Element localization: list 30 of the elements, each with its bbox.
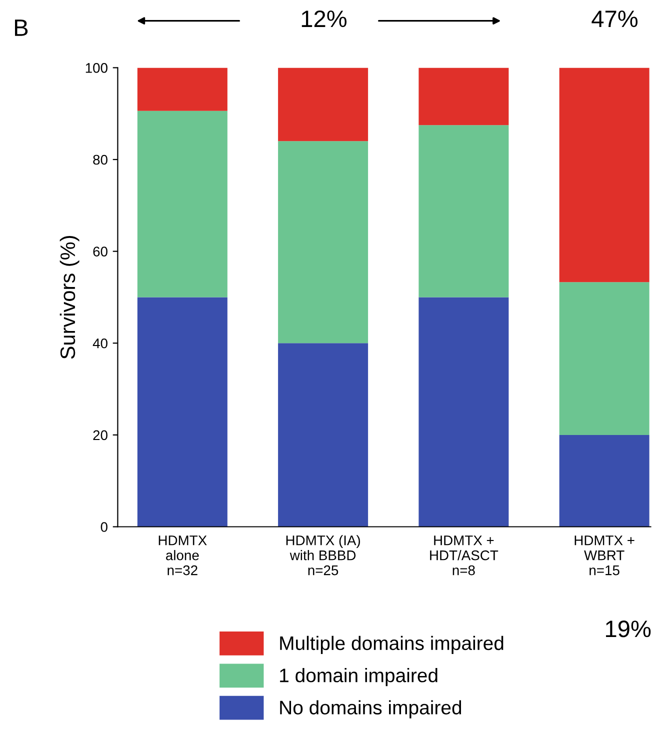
x-tick-label: HDMTX + WBRT n=15: [574, 536, 634, 576]
text: 47%: [592, 10, 638, 28]
bar: [418, 125, 509, 298]
chart-title: B: [15, 20, 28, 36]
bar: [278, 68, 368, 142]
bar: [559, 68, 650, 282]
bar: [559, 434, 650, 527]
bar: [278, 141, 368, 344]
y-tick-label: 20: [93, 430, 108, 440]
y-tick-label: 40: [92, 338, 108, 348]
y-tick-label: 0: [100, 522, 108, 532]
x-tick-label: HDMTX + HDT/ASCT n=8: [430, 536, 498, 576]
y-tick-label: 60: [93, 246, 108, 256]
y-tick-label: 80: [93, 154, 108, 165]
y-tick-label: 100: [86, 63, 108, 73]
bar: [137, 297, 228, 527]
legend-label: Multiple domains impaired: [280, 636, 504, 654]
y-axis-title: Survivors (%): [60, 236, 80, 359]
x-tick-label: HDMTX alone n=32: [158, 536, 207, 576]
bar: [418, 68, 509, 126]
bar: [559, 282, 650, 435]
text: 19%: [606, 620, 651, 638]
legend-label: No domains impaired: [280, 700, 462, 718]
x-tick-label: HDMTX (IA) with BBBD n=25: [286, 535, 360, 576]
bar: [137, 68, 228, 111]
legend-label: 1 domain impaired: [280, 668, 438, 686]
bar: [418, 297, 509, 527]
text: 12%: [302, 10, 347, 28]
bar: [278, 343, 368, 527]
bar: [137, 110, 228, 298]
